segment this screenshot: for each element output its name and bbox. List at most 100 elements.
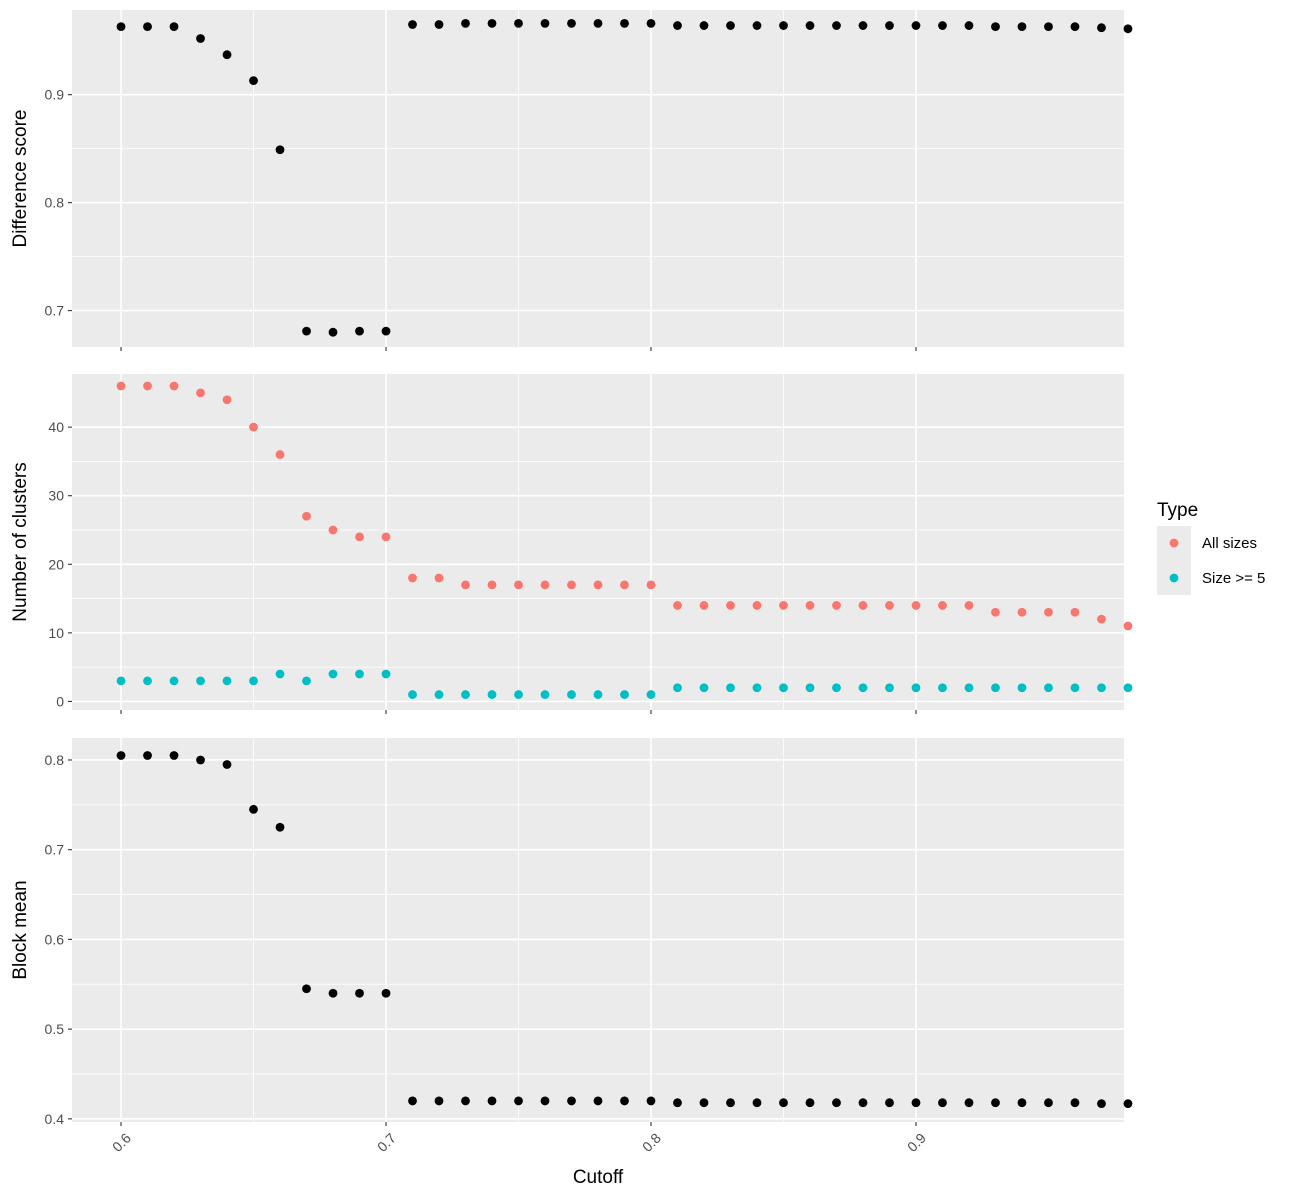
data-point (991, 683, 1000, 693)
data-point (1017, 607, 1027, 617)
data-point (938, 21, 947, 30)
legend-key-background (1157, 526, 1191, 595)
panel-background (72, 374, 1124, 710)
data-point (805, 601, 815, 610)
data-point (646, 580, 656, 590)
data-point (514, 1096, 523, 1106)
data-point (434, 690, 444, 699)
series-1 (116, 751, 1133, 1109)
data-point (275, 145, 285, 155)
data-point (143, 676, 152, 686)
data-point (302, 326, 311, 336)
legend-title: Type (1157, 500, 1198, 521)
data-point (487, 690, 497, 699)
panel-2: 0 10 20 30 40 Number of clusters (10, 374, 1133, 714)
data-point (381, 988, 391, 998)
data-point (169, 22, 179, 32)
data-point (593, 580, 603, 590)
data-point (196, 34, 205, 43)
data-point (355, 669, 364, 679)
series-1 (116, 381, 1133, 631)
data-point (938, 601, 947, 610)
data-point (699, 601, 709, 610)
data-point (673, 1098, 682, 1108)
data-point (911, 1098, 921, 1108)
data-point (328, 327, 338, 337)
data-point (1123, 24, 1133, 34)
data-point (434, 1096, 444, 1106)
data-point (1123, 1099, 1133, 1109)
data-point (832, 601, 841, 610)
data-point (1097, 683, 1106, 693)
data-point (1097, 23, 1106, 33)
data-point (752, 601, 762, 610)
data-point (699, 21, 709, 30)
data-point (567, 18, 576, 28)
data-point (752, 683, 762, 693)
data-point (1070, 22, 1080, 32)
data-point (911, 683, 921, 693)
data-point (487, 1096, 497, 1106)
data-point (752, 1098, 762, 1108)
data-point (222, 395, 232, 405)
y-tick-label: 30 (48, 488, 64, 504)
data-point (487, 580, 497, 590)
panel-background (72, 738, 1124, 1122)
data-point (593, 18, 603, 28)
panel-3: 0.4 0.5 0.6 0.7 0.8 0.6 0.7 0.8 0.9 Block mean (10, 738, 1133, 1155)
data-point (514, 690, 523, 699)
data-point (911, 601, 921, 610)
data-point (885, 683, 894, 693)
data-point (673, 21, 682, 30)
data-point (1044, 1098, 1053, 1108)
data-point (1070, 607, 1080, 617)
data-point (964, 21, 974, 30)
data-point (726, 683, 735, 693)
data-point (1123, 621, 1133, 631)
data-point (567, 1096, 576, 1106)
data-point (1017, 1098, 1027, 1108)
data-point (779, 1098, 788, 1108)
data-point (885, 601, 894, 610)
x-tick-label: 0.6 (109, 1130, 134, 1155)
data-point (196, 755, 205, 765)
y-tick-label: 20 (48, 556, 64, 572)
legend-label: All sizes (1202, 535, 1257, 552)
data-point (593, 1096, 603, 1106)
data-point (832, 683, 841, 693)
data-point (1017, 683, 1027, 693)
y-tick-label: 0.5 (45, 1021, 65, 1037)
data-point (832, 1098, 841, 1108)
data-point (805, 21, 815, 30)
data-point (620, 18, 629, 28)
data-point (222, 760, 232, 769)
data-point (169, 676, 179, 686)
data-point (434, 573, 444, 583)
data-point (143, 751, 152, 760)
data-point (328, 988, 338, 998)
data-point (408, 20, 417, 29)
data-point (964, 683, 974, 693)
panel-1: 0.7 0.8 0.9 Difference score (10, 10, 1133, 351)
legend-key (1169, 538, 1179, 548)
data-point (143, 381, 152, 391)
data-point (964, 601, 974, 610)
data-point (381, 326, 391, 336)
y-axis-title: Number of clusters (10, 462, 31, 621)
y-tick-label: 0.8 (45, 195, 65, 211)
y-tick-label: 0.8 (45, 752, 65, 768)
data-point (408, 690, 417, 699)
data-point (620, 690, 629, 699)
data-point (1044, 22, 1053, 32)
data-point (461, 18, 470, 28)
data-point (991, 607, 1000, 617)
data-point (196, 676, 205, 686)
data-point (673, 601, 682, 610)
data-point (646, 1096, 656, 1106)
data-point (355, 532, 364, 542)
panel-background (72, 10, 1124, 347)
data-point (461, 1096, 470, 1106)
data-point (1123, 683, 1133, 693)
y-tick-label: 0.7 (45, 842, 65, 858)
